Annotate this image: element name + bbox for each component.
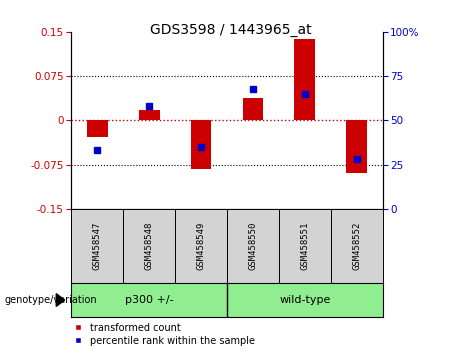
Bar: [87, 120, 108, 137]
Text: p300 +/-: p300 +/-: [125, 295, 173, 305]
Text: GSM458547: GSM458547: [93, 222, 102, 270]
Text: GSM458551: GSM458551: [300, 222, 309, 270]
Bar: [139, 110, 160, 120]
Bar: [346, 120, 367, 173]
Text: wild-type: wild-type: [279, 295, 331, 305]
Text: GSM458550: GSM458550: [248, 222, 258, 270]
Text: GSM458552: GSM458552: [352, 222, 361, 270]
Legend: transformed count, percentile rank within the sample: transformed count, percentile rank withi…: [74, 323, 254, 346]
Bar: [191, 120, 212, 169]
Bar: [242, 98, 263, 120]
Bar: [295, 39, 315, 120]
Text: GDS3598 / 1443965_at: GDS3598 / 1443965_at: [150, 23, 311, 37]
Text: GSM458549: GSM458549: [196, 222, 206, 270]
Text: GSM458548: GSM458548: [145, 222, 154, 270]
Text: genotype/variation: genotype/variation: [5, 295, 97, 305]
